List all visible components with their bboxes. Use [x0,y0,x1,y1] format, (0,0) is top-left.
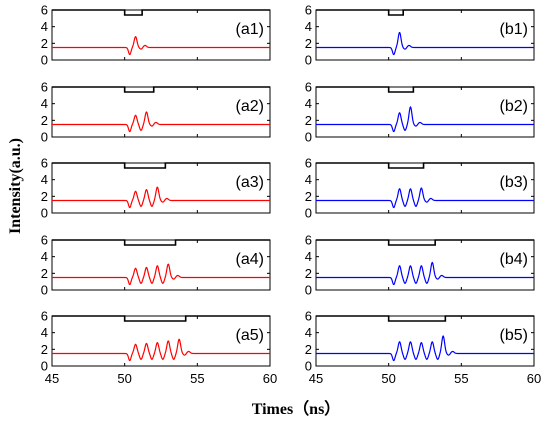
y-tick-label: 6 [41,309,48,324]
y-tick-label: 6 [305,3,312,18]
signal-trace [52,36,270,56]
x-axis-label: Times（ns） [252,400,341,418]
gate-trace [316,239,534,246]
x-tick-label: 50 [117,371,131,386]
y-tick-label: 4 [41,96,48,111]
y-tick-label: 6 [41,3,48,18]
x-tick-label: 60 [527,371,541,386]
panel-a5: 0 2 46 45 50 55 60 (a5) [41,309,277,387]
panel-label: (a1) [236,21,264,38]
gate-trace [316,315,534,322]
panel-label: (b1) [500,21,528,38]
y-tick-label: 2 [41,36,48,51]
x-tick-label: 55 [454,371,468,386]
y-tick-label: 6 [41,80,48,95]
gate-trace [52,162,270,169]
y-tick-label: 2 [41,266,48,281]
panel-label: (b3) [500,174,528,191]
signal-trace [52,338,270,362]
gate-trace [52,315,270,322]
panel-a4: 0 2 46 (a4) [41,233,271,298]
y-tick-label: 6 [305,233,312,248]
y-tick-label: 2 [305,266,312,281]
plot-frame [51,239,271,291]
plot-frame [51,162,271,214]
plot-frame [315,315,535,367]
gate-trace [316,9,534,16]
x-tick-label: 55 [190,371,204,386]
y-tick-label: 4 [305,249,312,264]
gate-trace [316,86,534,93]
y-tick-label: 4 [305,96,312,111]
gate-trace [52,86,270,93]
panel-b1: 0 2 46 (b1) [305,3,535,68]
panel-b5: 0 2 46 45 50 55 60 (b5) [305,309,541,387]
panel-label: (a5) [236,327,264,344]
gate-trace [52,239,270,246]
y-tick-label: 6 [305,80,312,95]
y-tick-label: 0 [305,53,312,68]
gate-trace [316,162,534,169]
panel-label: (b2) [500,98,528,115]
y-tick-label: 0 [41,130,48,145]
y-tick-label: 6 [41,233,48,248]
y-tick-label: 4 [305,19,312,34]
panel-b4: 0 2 46 (b4) [305,233,535,298]
plot-frame [51,315,271,367]
panel-b3: 0 2 46 (b3) [305,156,535,221]
signal-trace [52,111,270,133]
signal-trace [316,261,534,286]
signal-trace [316,31,534,56]
y-tick-label: 2 [41,113,48,128]
y-tick-label: 4 [41,325,48,340]
y-tick-label: 0 [41,206,48,221]
signal-trace [316,187,534,209]
y-tick-label: 4 [41,172,48,187]
y-tick-label: 0 [305,206,312,221]
y-tick-label: 2 [305,113,312,128]
y-tick-label: 0 [305,283,312,298]
y-tick-label: 0 [305,130,312,145]
gate-trace [52,9,270,16]
y-axis-label: Intensity(a.u.) [7,138,24,234]
y-tick-label: 4 [41,19,48,34]
panel-label: (b4) [500,251,528,268]
y-tick-label: 2 [41,342,48,357]
y-tick-label: 2 [305,36,312,51]
y-tick-label: 6 [305,156,312,171]
panel-label: (a3) [236,174,264,191]
panel-a3: 0 2 46 (a3) [41,156,271,221]
panel-label: (b5) [500,327,528,344]
x-tick-label: 45 [45,371,59,386]
y-tick-label: 6 [305,309,312,324]
y-tick-label: 0 [41,53,48,68]
panel-label: (a2) [236,98,264,115]
x-tick-label: 50 [381,371,395,386]
panel-a1: 0 2 46 (a1) [41,3,271,68]
signal-trace [52,263,270,286]
y-tick-label: 2 [305,189,312,204]
panel-a2: 0 2 46 (a2) [41,80,271,145]
y-tick-label: 4 [305,325,312,340]
y-tick-label: 2 [305,342,312,357]
y-tick-label: 0 [41,283,48,298]
y-tick-label: 0 [305,359,312,374]
y-tick-label: 4 [305,172,312,187]
x-tick-label: 60 [263,371,277,386]
signal-trace [316,335,534,362]
y-tick-label: 0 [41,359,48,374]
plot-frame [315,239,535,291]
panel-label: (a4) [236,251,264,268]
x-tick-label: 45 [309,371,323,386]
y-tick-label: 2 [41,189,48,204]
y-tick-label: 6 [41,156,48,171]
panel-b2: 0 2 46 (b2) [305,80,535,145]
y-tick-label: 4 [41,249,48,264]
signal-trace [316,106,534,133]
signal-trace [52,186,270,209]
